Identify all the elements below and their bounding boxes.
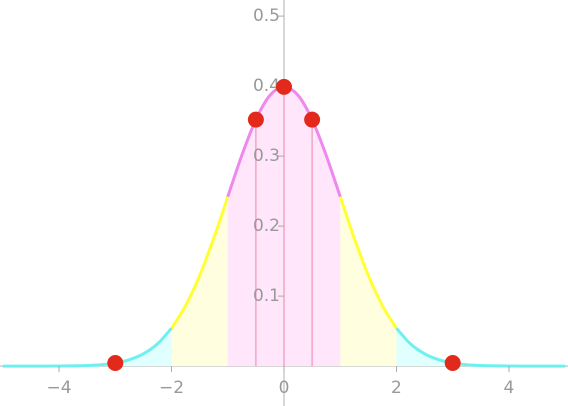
- y-tick-label: 0.1: [253, 286, 280, 306]
- x-tick-label: 4: [504, 378, 515, 398]
- area-fill: [396, 328, 566, 367]
- y-tick-label: 0.5: [253, 6, 280, 26]
- area-fill: [2, 328, 172, 367]
- y-tick-label: 0.2: [253, 216, 280, 236]
- curve: [395, 327, 566, 368]
- y-tick-label: 0.3: [253, 146, 280, 166]
- curve: [2, 327, 173, 368]
- y-tick-label: 0.4: [253, 76, 280, 96]
- point: [107, 355, 124, 372]
- point: [304, 111, 321, 128]
- x-tick-label: −4: [47, 378, 72, 398]
- curve: [170, 196, 230, 330]
- curve: [338, 196, 398, 330]
- x-tick-label: −2: [159, 378, 184, 398]
- point: [276, 78, 292, 95]
- point: [444, 355, 461, 372]
- point: [247, 111, 264, 128]
- x-tick-label: 0: [279, 378, 290, 398]
- x-tick-label: 2: [391, 378, 402, 398]
